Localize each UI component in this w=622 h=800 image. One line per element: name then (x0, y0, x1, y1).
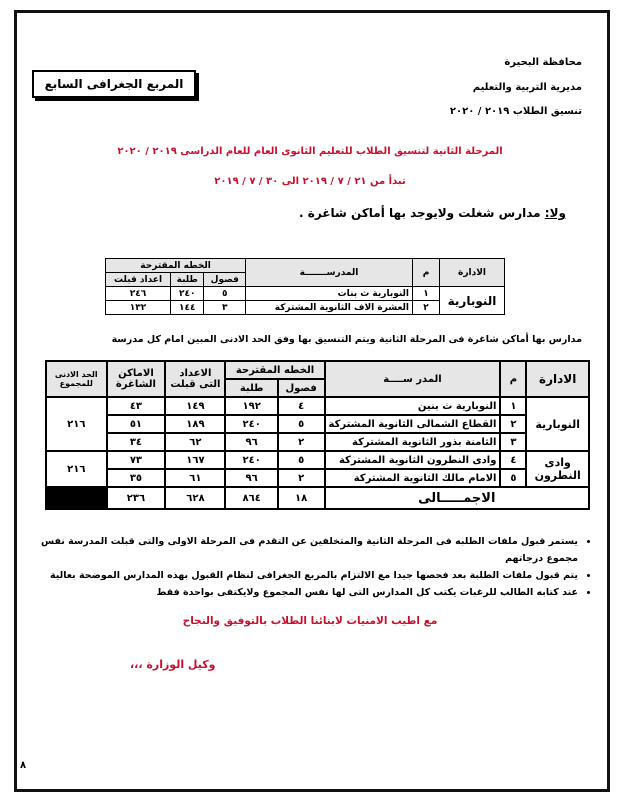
table-row: النوبارية ١ النوبارية ث بنين ٤ ١٩٢ ١٤٩ ٤٣ ٢١٦ (45, 396, 590, 452)
total-label: الاجمـــــالى (323, 486, 590, 510)
table-row: ٥ الامام مالك الثانوية المشتركة ٢ ٩٦ ٦١ ٣٥ (46, 468, 589, 488)
header-cell: الادارة (439, 258, 505, 287)
value-cell: ٥١ (105, 414, 167, 434)
value-cell: ١٦٧ (164, 450, 227, 470)
value-cell: ٥ (276, 414, 326, 434)
admin-cell: النوبارية (525, 396, 590, 452)
value-cell: ٢٤٠ (224, 414, 279, 434)
header-cell: الخطه المقترحة (104, 258, 247, 273)
signature: وكيل الوزارة ،،، (130, 658, 216, 671)
school-cell: الامام مالك الثانوية المشتركة (323, 468, 502, 488)
value-cell: ٦٢ (164, 432, 227, 452)
value-cell: ٤ (276, 396, 326, 416)
admin-cell: النوبارية (439, 286, 505, 315)
header-cell: الاماكن الشاغرة (105, 360, 167, 398)
value-cell: ٢ (276, 468, 326, 488)
subtitle: تبدأ من ٢١ / ٧ / ٢٠١٩ الى ٣٠ / ٧ / ٢٠١٩ (214, 176, 406, 187)
total-value: ٨٦٤ (224, 486, 279, 510)
zone-box: المربع الجغرافى السابع (32, 70, 196, 98)
value-cell: ٤ (499, 450, 528, 470)
total-value: ٢٣٦ (105, 486, 167, 510)
value-cell: ٢ (276, 432, 326, 452)
value-cell: ٥ (203, 286, 247, 301)
governorate: محافظة البحيرة (504, 57, 582, 68)
header-cell: الحد الادنى للمجموع (45, 360, 108, 398)
table-1: الادارة م المدرســـــــة الخطه المقترحة … (104, 258, 505, 315)
page-frame (14, 10, 610, 792)
header-cell: الخطه المقترحة (224, 360, 326, 380)
table-row: ٣ الثامنة بذور الثانوية المشتركة ٢ ٩٦ ٦٢ ٣٤ (46, 432, 589, 452)
header-cell: م (412, 258, 440, 287)
value-cell: ٤٣ (105, 396, 167, 416)
value-cell: ١٤٤ (170, 300, 205, 315)
total-row: الاجمـــــالى ١٨ ٨٦٤ ٦٢٨ ٢٣٦ (45, 486, 590, 510)
value-cell: ٧٣ (105, 450, 167, 470)
note: عند كتابه الطالب للرغبات يكتب كل المدارس… (18, 584, 578, 601)
header-cell: م (499, 360, 528, 398)
value-cell: ٢٤٠ (170, 286, 205, 301)
school-cell: وادى النطرون الثانوية المشتركة (323, 450, 502, 470)
header-cell: طلبة (224, 378, 279, 398)
closing: مع اطيب الامنيات لابنائنا الطلاب بالتوفي… (182, 615, 438, 627)
value-cell: ٥ (499, 468, 528, 488)
value-cell: ٦١ (164, 468, 227, 488)
header-cell: طلبة (170, 272, 205, 287)
value-cell: ١ (499, 396, 528, 416)
value-cell: ٣ (499, 432, 528, 452)
title: المرحلة الثانية لتنسيق الطلاب للتعليم ال… (117, 146, 503, 157)
value-cell: ١٨٩ (164, 414, 227, 434)
table-row: ٢ العشرة الاف الثانوية المشتركة ٣ ١٤٤ ١٣٢ (104, 300, 505, 315)
table-row: النوبارية ١ النوبارية ث بنات ٥ ٢٤٠ ٢٤٦ (104, 286, 505, 315)
value-cell: ٣ (203, 300, 247, 315)
value-cell: ٣٥ (105, 468, 167, 488)
header-cell: اعداد قبلت (104, 272, 172, 287)
school-cell: العشرة الاف الثانوية المشتركة (245, 300, 413, 315)
value-cell: ١ (412, 286, 440, 301)
table-2: الادارة م المدر ســــة الخطه المقترحة ال… (45, 360, 590, 510)
blacked-cell (45, 486, 108, 510)
value-cell: ٩٦ (224, 432, 279, 452)
value-cell: ٢٤٠ (224, 450, 279, 470)
school-cell: الثامنة بذور الثانوية المشتركة (323, 432, 502, 452)
value-cell: ٢ (412, 300, 440, 315)
admin-cell: وادى النطرون (525, 450, 590, 488)
header-cell: المدر ســــة (323, 360, 502, 398)
value-cell: ١٩٢ (224, 396, 279, 416)
section2-intro: مدارس بها أماكن شاغرة فى المرحلة الثانية… (111, 334, 582, 345)
total-value: ١٨ (276, 486, 326, 510)
min-score-cell: ٢١٦ (45, 450, 108, 488)
header-cell: المدرســـــــة (245, 258, 413, 287)
header-cell: الاعداد التى قبلت (164, 360, 227, 398)
coordination: تنسيق الطلاب ٢٠١٩ / ٢٠٢٠ (449, 106, 582, 117)
note: يستمر قبول ملفات الطلبه فى المرحلة الثان… (18, 533, 578, 567)
page-number: ٨ (20, 760, 27, 771)
header-cell: فصول (276, 378, 326, 398)
section1-heading: ولا: مدارس شغلت ولايوجد بها أماكن شاغرة … (299, 206, 566, 220)
table-row: وادى النطرون ٤ وادى النطرون الثانوية المشت… (45, 450, 590, 488)
notes: يستمر قبول ملفات الطلبه فى المرحلة الثان… (18, 533, 592, 601)
header-cell: فصول (203, 272, 247, 287)
school-cell: القطاع الشمالى الثانوية المشتركة (323, 414, 502, 434)
value-cell: ٢ (499, 414, 528, 434)
directorate: مديرية التربية والتعليم (472, 82, 582, 93)
table-row: ٢ القطاع الشمالى الثانوية المشتركة ٥ ٢٤٠ ١٨٩… (46, 414, 589, 434)
value-cell: ١٣٢ (104, 300, 172, 315)
total-value: ٦٢٨ (164, 486, 227, 510)
value-cell: ٥ (276, 450, 326, 470)
value-cell: ٣٤ (105, 432, 167, 452)
note: يتم قبول ملفات الطلبة بعد فحصها جيدا مع … (18, 567, 578, 584)
school-cell: النوبارية ث بنات (245, 286, 413, 301)
value-cell: ٢٤٦ (104, 286, 172, 301)
header-cell: الادارة (525, 360, 590, 398)
value-cell: ١٤٩ (164, 396, 227, 416)
heading-text: مدارس شغلت ولايوجد بها أماكن شاغرة . (299, 206, 541, 220)
heading-label: ولا: (544, 206, 566, 220)
value-cell: ٩٦ (224, 468, 279, 488)
school-cell: النوبارية ث بنين (323, 396, 502, 416)
min-score-cell: ٢١٦ (45, 396, 108, 452)
